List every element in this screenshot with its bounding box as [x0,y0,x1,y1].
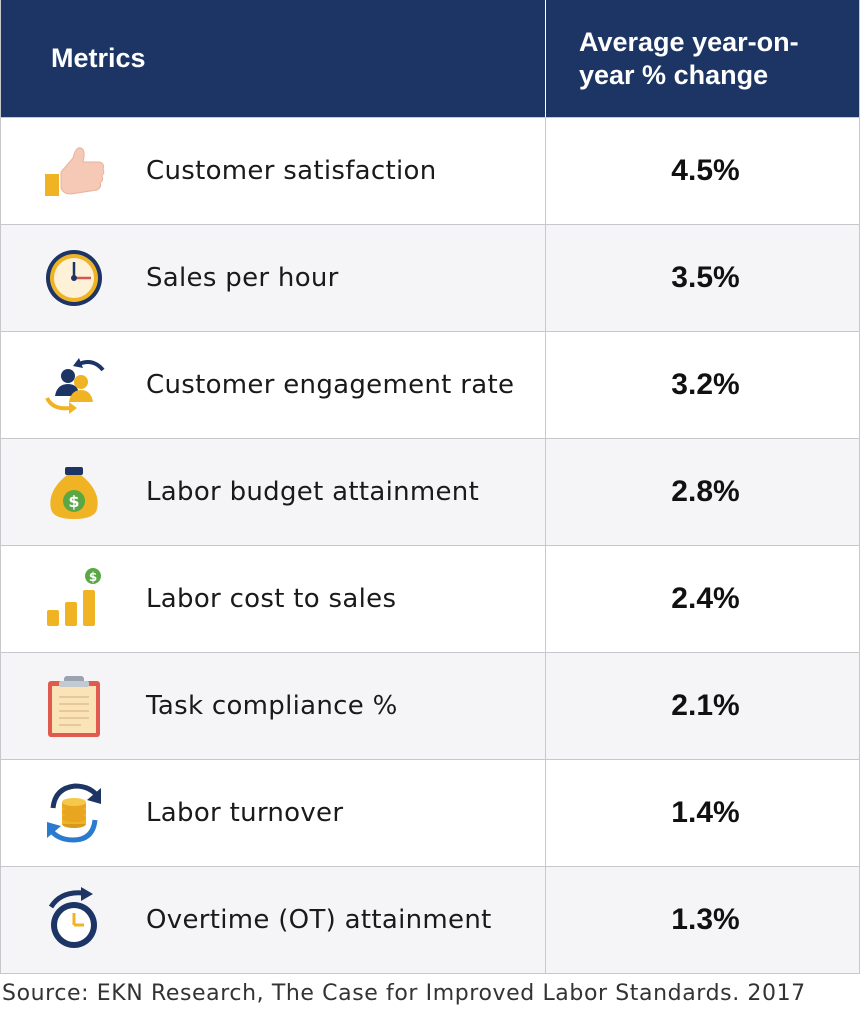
metric-value: 3.5% [671,261,740,294]
metric-label: Overtime (OT) attainment [146,905,492,935]
metric-cell: Customer satisfaction [1,118,546,224]
svg-text:$: $ [68,492,79,511]
table-row: Sales per hour 3.5% [1,224,859,331]
metric-value: 2.1% [671,689,740,722]
metrics-table: Metrics Average year-on-year % change Cu… [0,0,860,974]
metric-label: Labor turnover [146,798,344,828]
source-note: Source: EKN Research, The Case for Impro… [2,981,806,1006]
metric-cell: $ Labor budget attainment [1,439,546,545]
metric-cell: Task compliance % [1,653,546,759]
metric-cell: Customer engagement rate [1,332,546,438]
money-bag-icon: $ [1,457,146,527]
thumbs-up-icon [1,136,146,206]
table-row: Overtime (OT) attainment 1.3% [1,866,859,973]
metric-cell: $ Labor cost to sales [1,546,546,652]
table-row: $ Labor budget attainment 2.8% [1,438,859,545]
table-row: Labor turnover 1.4% [1,759,859,866]
metric-label: Labor cost to sales [146,584,397,614]
people-exchange-icon [1,350,146,420]
coins-cycle-icon [1,778,146,848]
table-row: Customer satisfaction 4.5% [1,117,859,224]
metric-cell: Overtime (OT) attainment [1,867,546,973]
metric-label: Customer engagement rate [146,370,515,400]
metric-value: 4.5% [671,154,740,187]
metric-label: Customer satisfaction [146,156,437,186]
metric-value: 2.8% [671,475,740,508]
svg-text:$: $ [88,570,96,584]
metric-value: 3.2% [671,368,740,401]
metric-cell: Labor turnover [1,760,546,866]
table-row: $ Labor cost to sales 2.4% [1,545,859,652]
header-change-text: Average year-on-year % change [579,26,799,90]
table-header: Metrics Average year-on-year % change [1,0,859,117]
metric-cell: Sales per hour [1,225,546,331]
header-metrics: Metrics [1,0,546,117]
metric-value: 1.4% [671,796,740,829]
header-change: Average year-on-year % change [546,0,859,117]
metric-value: 1.3% [671,903,740,936]
clipboard-icon [1,671,146,741]
clock-icon [1,243,146,313]
metric-value: 2.4% [671,582,740,615]
metric-label: Task compliance % [146,691,398,721]
table-row: Customer engagement rate 3.2% [1,331,859,438]
table-row: Task compliance % 2.1% [1,652,859,759]
metric-label: Sales per hour [146,263,339,293]
table-body: Customer satisfaction 4.5% Sales per h [1,117,859,973]
stopwatch-icon [1,885,146,955]
bar-chart-dollar-icon: $ [1,564,146,634]
metric-label: Labor budget attainment [146,477,480,507]
